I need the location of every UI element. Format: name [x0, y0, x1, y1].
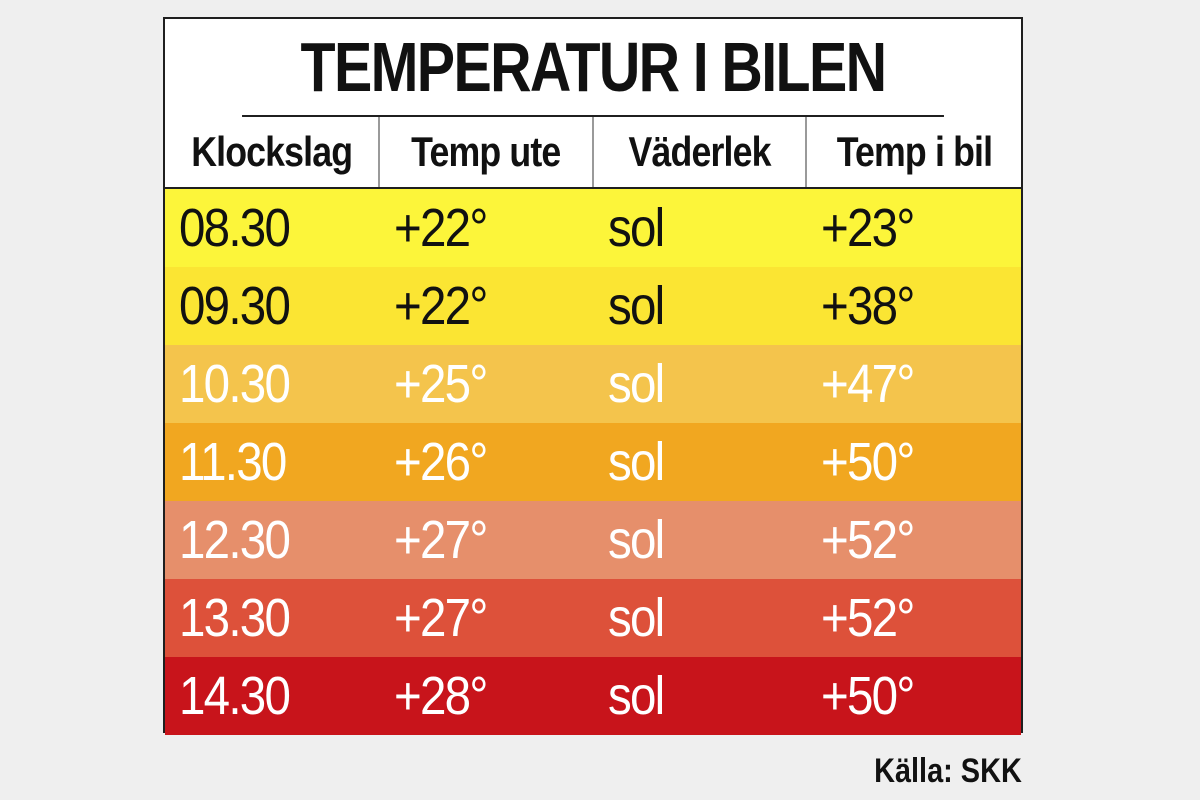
cell-value: sol — [608, 510, 665, 570]
cell-value: +28° — [394, 666, 488, 726]
table-cell: +22° — [380, 189, 594, 267]
table-cell: +28° — [380, 657, 594, 735]
table-row: 11.30 +26° sol +50° — [165, 423, 1021, 501]
header-label: Temp ute — [411, 128, 561, 175]
table-cell: 13.30 — [165, 579, 380, 657]
table-cell: 11.30 — [165, 423, 380, 501]
cell-value: sol — [608, 666, 665, 726]
table-cell: sol — [594, 501, 807, 579]
table-cell: sol — [594, 345, 807, 423]
table-row: 13.30 +27° sol +52° — [165, 579, 1021, 657]
table-cell: +52° — [807, 579, 1021, 657]
table-cell: +26° — [380, 423, 594, 501]
cell-value: sol — [608, 276, 665, 336]
cell-value: 12.30 — [179, 510, 291, 570]
cell-value: 11.30 — [179, 432, 287, 492]
header-row: Klockslag Temp ute Väderlek Temp i bil — [165, 117, 1021, 189]
table-cell: +23° — [807, 189, 1021, 267]
table-row: 12.30 +27° sol +52° — [165, 501, 1021, 579]
cell-value: 13.30 — [179, 588, 291, 648]
table-row: 09.30 +22° sol +38° — [165, 267, 1021, 345]
table-cell: +38° — [807, 267, 1021, 345]
temperature-table: TEMPERATUR I BILEN Klockslag Temp ute Vä… — [163, 17, 1023, 735]
header-cell-weather: Väderlek — [594, 117, 807, 187]
cell-value: +50° — [821, 432, 915, 492]
header-label: Temp i bil — [836, 128, 992, 175]
header-cell-time: Klockslag — [165, 117, 380, 187]
cell-value: sol — [608, 432, 665, 492]
table-cell: +47° — [807, 345, 1021, 423]
cell-value: sol — [608, 198, 665, 258]
cell-value: 08.30 — [179, 198, 291, 258]
table-row: 10.30 +25° sol +47° — [165, 345, 1021, 423]
table-cell: sol — [594, 189, 807, 267]
table-cell: sol — [594, 657, 807, 735]
header-label: Klockslag — [190, 128, 353, 175]
cell-value: +50° — [821, 666, 915, 726]
cell-value: 14.30 — [179, 666, 291, 726]
source-credit: Källa: SKK — [874, 752, 1022, 790]
table-cell: sol — [594, 267, 807, 345]
header-cell-temp-in-car: Temp i bil — [807, 117, 1021, 187]
cell-value: +23° — [821, 198, 915, 258]
header-label: Väderlek — [628, 128, 771, 175]
cell-value: +22° — [394, 276, 488, 336]
table-cell: +27° — [380, 579, 594, 657]
table-cell: +50° — [807, 423, 1021, 501]
table-cell: 09.30 — [165, 267, 380, 345]
cell-value: +26° — [394, 432, 488, 492]
table-cell: 12.30 — [165, 501, 380, 579]
table-row: 08.30 +22° sol +23° — [165, 189, 1021, 267]
cell-value: +52° — [821, 588, 915, 648]
header-cell-temp-outside: Temp ute — [380, 117, 594, 187]
table-cell: sol — [594, 579, 807, 657]
cell-value: +22° — [394, 198, 488, 258]
cell-value: +27° — [394, 588, 488, 648]
cell-value: +52° — [821, 510, 915, 570]
cell-value: +47° — [821, 354, 915, 414]
table-cell: sol — [594, 423, 807, 501]
cell-value: sol — [608, 354, 665, 414]
table-cell: 14.30 — [165, 657, 380, 735]
table-row: 14.30 +28° sol +50° — [165, 657, 1021, 735]
table-cell: 08.30 — [165, 189, 380, 267]
cell-value: 09.30 — [179, 276, 291, 336]
cell-value: sol — [608, 588, 665, 648]
table-cell: +50° — [807, 657, 1021, 735]
cell-value: +27° — [394, 510, 488, 570]
table-cell: +22° — [380, 267, 594, 345]
table-cell: +25° — [380, 345, 594, 423]
table-body: 08.30 +22° sol +23° 09.30 +22° sol +38° 10.30 +25… — [165, 189, 1021, 735]
cell-value: +38° — [821, 276, 915, 336]
table-cell: +52° — [807, 501, 1021, 579]
cell-value: 10.30 — [179, 354, 291, 414]
table-cell: 10.30 — [165, 345, 380, 423]
cell-value: +25° — [394, 354, 488, 414]
table-cell: +27° — [380, 501, 594, 579]
table-title: TEMPERATUR I BILEN — [242, 19, 944, 117]
